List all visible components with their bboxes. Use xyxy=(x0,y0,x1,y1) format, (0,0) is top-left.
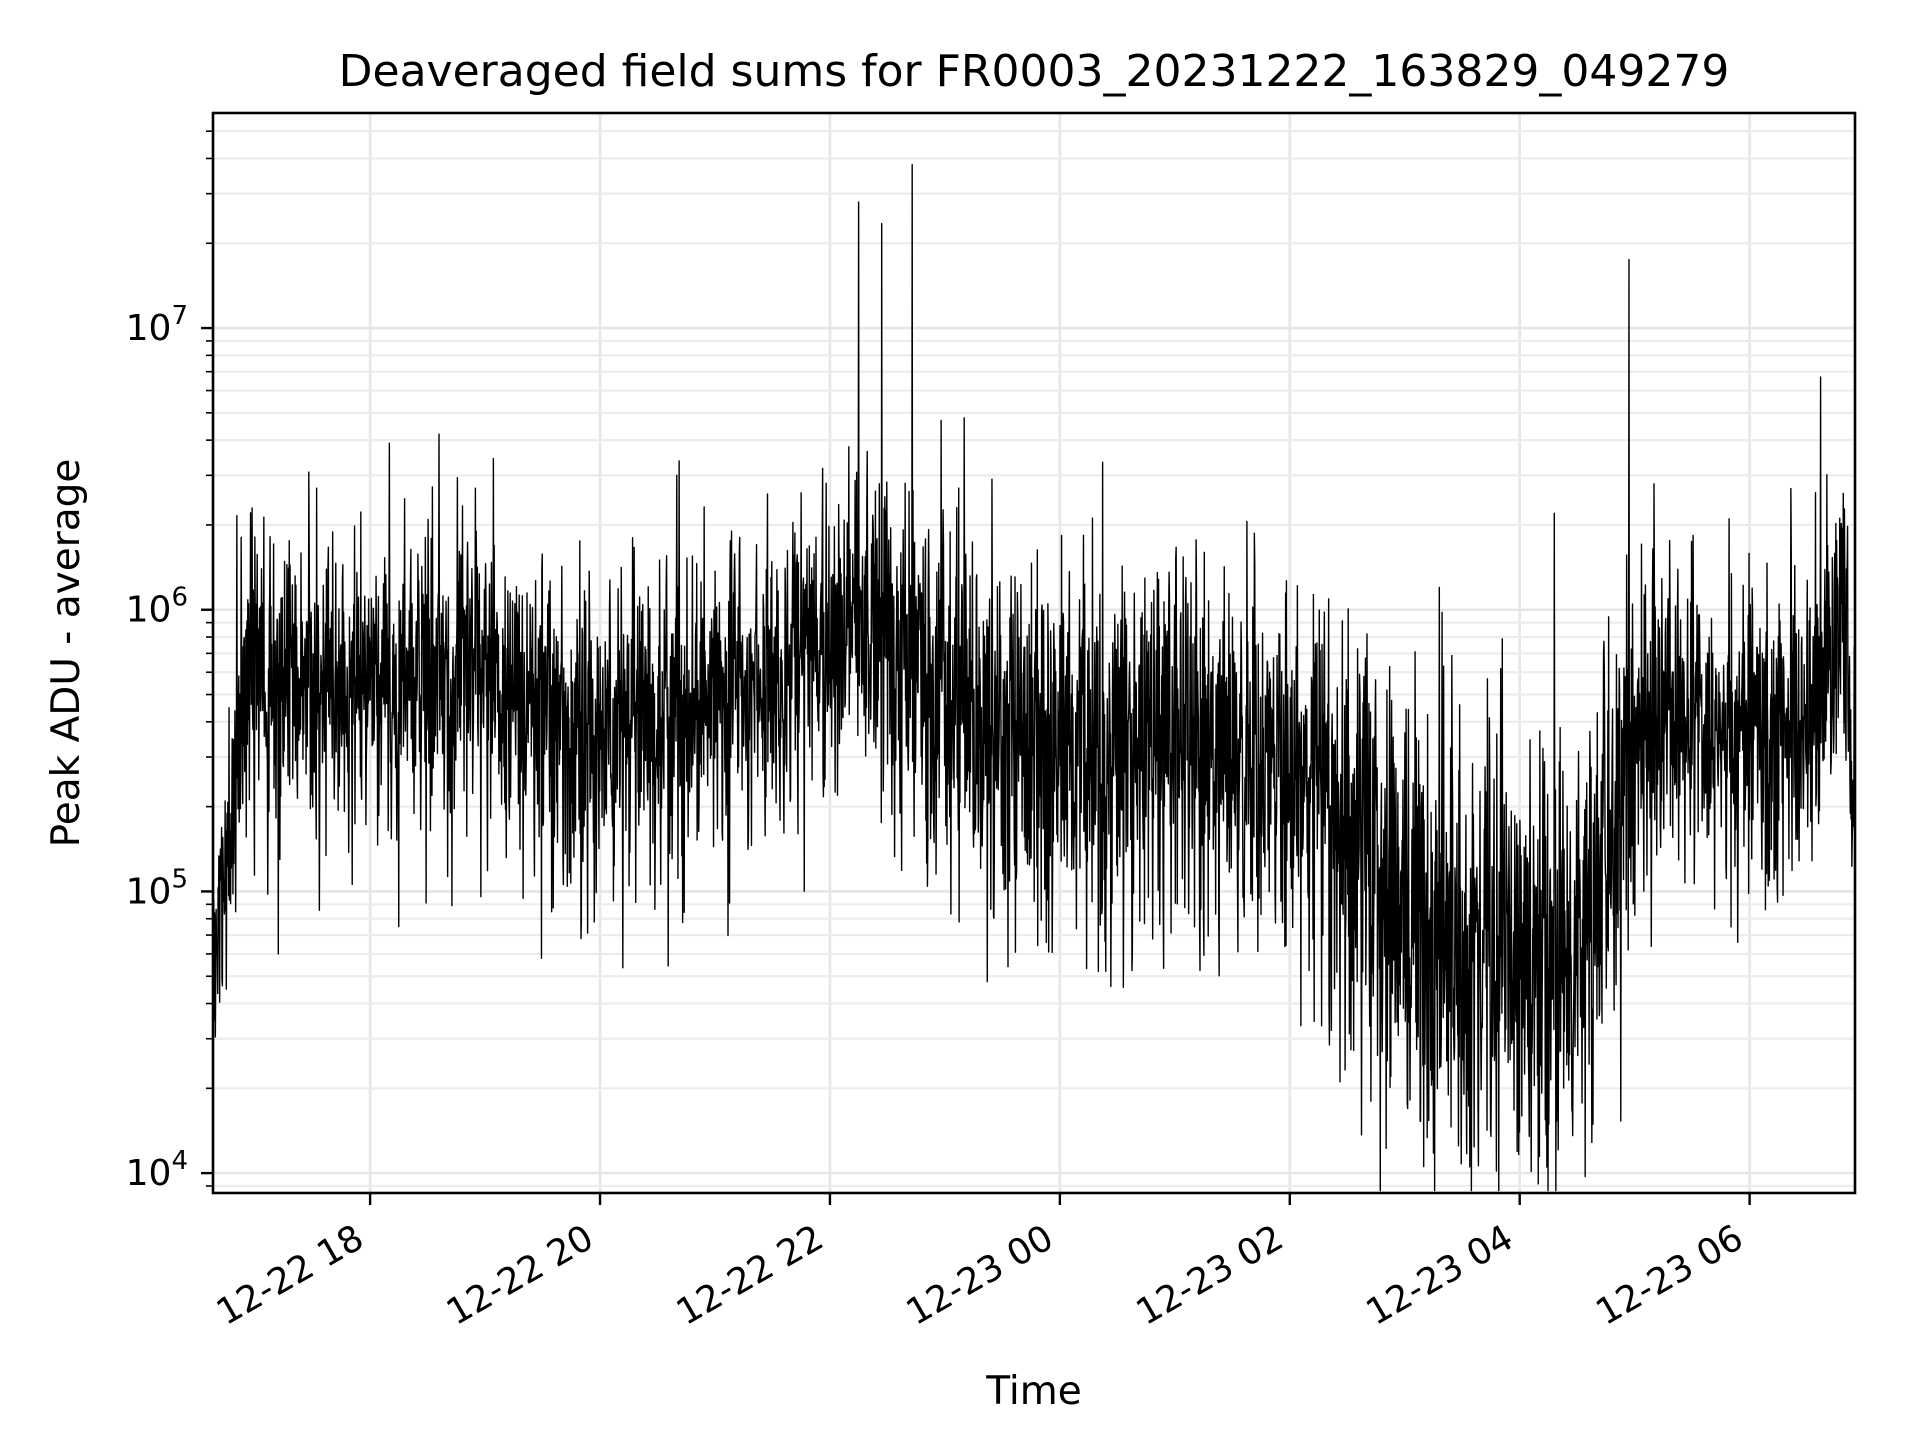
y-tick-label: 106 xyxy=(126,583,188,631)
y-axis-label: Peak ADU - average xyxy=(44,459,89,848)
x-axis-label: Time xyxy=(985,1369,1081,1414)
y-tick-label: 104 xyxy=(126,1146,188,1194)
chart-title: Deaveraged field sums for FR0003_2023122… xyxy=(339,46,1730,97)
plot-series xyxy=(212,164,1856,1192)
series-line xyxy=(212,164,1856,1192)
y-tick-label: 107 xyxy=(126,301,188,349)
y-tick-label: 105 xyxy=(126,864,188,912)
